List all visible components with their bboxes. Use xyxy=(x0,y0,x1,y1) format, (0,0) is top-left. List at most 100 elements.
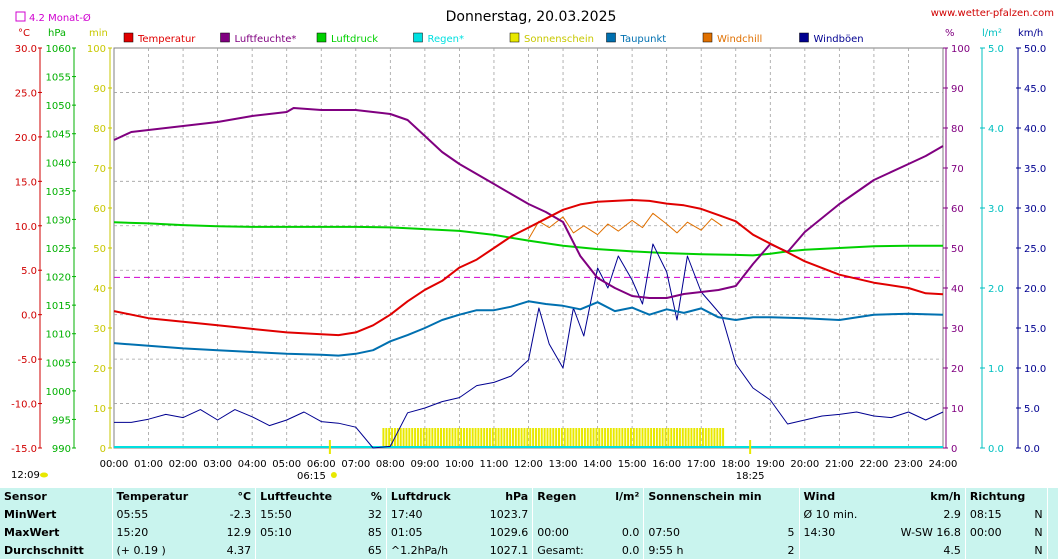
sunrise-sun-icon xyxy=(330,472,337,478)
cell-rain-value: 0.0 xyxy=(621,543,640,557)
press-tick-label: 1005 xyxy=(46,358,71,369)
press-tick-label: 1020 xyxy=(46,273,71,284)
cell-sun-time xyxy=(643,505,759,524)
stats-header-row: Sensor Temperatur °C Luftfeuchte % Luftd… xyxy=(0,488,1058,506)
sun-tick-label: 10 xyxy=(93,404,106,415)
sun-tick-label: 60 xyxy=(93,204,106,215)
press-tick-label: 1055 xyxy=(46,73,71,84)
wind-tick-label: 20.0 xyxy=(1024,284,1046,295)
legend-label: Luftdruck xyxy=(331,34,378,45)
cell-dir-value: N xyxy=(1034,525,1043,539)
legend-label: Windchill xyxy=(717,34,762,45)
row-label: MinWert xyxy=(4,508,57,522)
series-line xyxy=(113,300,944,357)
cell-sun-time: 07:50 xyxy=(643,523,759,542)
time-tick-label: 02:00 xyxy=(169,459,198,470)
hum-tick-label: 50 xyxy=(951,244,964,255)
cell-temp-value: 4.37 xyxy=(226,543,252,557)
cell-temp-time: 05:55 xyxy=(111,505,214,524)
wind-tick-label: 40.0 xyxy=(1024,124,1046,135)
temp-tick-label: 0.0 xyxy=(21,311,37,322)
rain-tick-label: 1.0 xyxy=(988,364,1004,375)
site-link[interactable]: www.wetter-pfalzen.com xyxy=(931,8,1054,19)
temp-tick-label: -15.0 xyxy=(11,444,37,455)
rain-tick-label: 5.0 xyxy=(988,44,1004,55)
press-tick-label: 1035 xyxy=(46,187,71,198)
hd-rain-unit: l/m² xyxy=(615,490,640,504)
hd-press-unit: hPa xyxy=(505,490,529,504)
chart-title: Donnerstag, 20.03.2025 xyxy=(446,9,617,25)
time-tick-label: 07:00 xyxy=(341,459,370,470)
legend-label: Sonnenschein xyxy=(524,34,594,45)
cell-press-value: 1029.6 xyxy=(489,525,529,539)
rain-tick-label: 4.0 xyxy=(988,124,1004,135)
series-line xyxy=(113,199,944,337)
legend-swatch xyxy=(606,32,616,43)
cell-sun-value: 2 xyxy=(787,543,795,557)
legend-swatch xyxy=(702,32,713,43)
hum-tick-label: 80 xyxy=(951,124,964,135)
time-tick-label: 00:00 xyxy=(100,459,129,470)
sunrise-label: 06:15 xyxy=(297,471,326,482)
time-tick-label: 22:00 xyxy=(860,459,889,470)
wind-tick-label: 30.0 xyxy=(1024,204,1046,215)
hd-hum: Luftfeuchte xyxy=(255,488,358,506)
cell-dir-time: 00:00 xyxy=(964,523,1024,542)
temp-unit-label: °C xyxy=(18,28,30,39)
cell-hum-time: 15:50 xyxy=(255,505,358,524)
time-tick-label: 03:00 xyxy=(203,459,232,470)
press-tick-label: 1025 xyxy=(46,244,71,255)
stats-row-avg: Durchschnitt (+ 0.19 ) 4.37 65 ^1.2hPa/h… xyxy=(0,541,1058,559)
cell-hum-value: 32 xyxy=(367,508,382,522)
press-tick-label: 1010 xyxy=(46,330,71,341)
cell-spacer xyxy=(1046,505,1058,524)
time-tick-label: 23:00 xyxy=(894,459,923,470)
cell-rain-time: Gesamt: xyxy=(532,541,603,559)
sun-tick-label: 70 xyxy=(93,164,106,175)
time-tick-label: 05:00 xyxy=(272,459,301,470)
cell-spacer xyxy=(1046,541,1058,559)
hd-temp: Temperatur xyxy=(111,488,214,506)
sun-tick-label: 100 xyxy=(87,44,106,55)
time-tick-label: 20:00 xyxy=(790,459,819,470)
legend-swatch xyxy=(509,32,520,43)
pct-unit-label: % xyxy=(945,28,955,39)
time-tick-label: 21:00 xyxy=(825,459,854,470)
cell-dir-value: N xyxy=(1034,508,1043,522)
hum-tick-label: 100 xyxy=(951,44,970,55)
press-tick-label: 1060 xyxy=(46,44,71,55)
cell-temp-value: 12.9 xyxy=(226,525,252,539)
sun-tick-label: 30 xyxy=(93,324,106,335)
chart-grid xyxy=(113,47,944,449)
cell-temp-time: 15:20 xyxy=(111,523,214,542)
time-tick-label: 09:00 xyxy=(410,459,439,470)
cell-hum-value: 65 xyxy=(367,543,382,557)
temp-tick-label: 5.0 xyxy=(21,266,37,277)
monthly-avg-label: 4.2 Monat-Ø xyxy=(29,12,91,24)
press-tick-label: 990 xyxy=(52,444,71,455)
cell-press-value: 1023.7 xyxy=(489,508,529,522)
hum-tick-label: 60 xyxy=(951,204,964,215)
temp-tick-label: 30.0 xyxy=(15,44,37,55)
temp-tick-label: -10.0 xyxy=(11,400,37,411)
press-tick-label: 1015 xyxy=(46,301,71,312)
hd-press: Luftdruck xyxy=(385,488,474,506)
time-tick-label: 19:00 xyxy=(756,459,785,470)
wind-tick-label: 10.0 xyxy=(1024,364,1046,375)
sun-tick-label: 20 xyxy=(93,364,106,375)
sun-tick-label: 50 xyxy=(93,244,106,255)
stats-table: Sensor Temperatur °C Luftfeuchte % Luftd… xyxy=(0,488,1058,559)
hum-tick-label: 30 xyxy=(951,324,964,335)
wind-tick-label: 45.0 xyxy=(1024,84,1046,95)
hd-spacer xyxy=(1046,488,1058,506)
time-tick-label: 16:00 xyxy=(652,459,681,470)
moon-icon xyxy=(40,472,48,478)
cell-dir-value: N xyxy=(1034,543,1043,557)
legend-swatch xyxy=(799,32,809,43)
time-tick-label: 06:00 xyxy=(307,459,336,470)
series-line xyxy=(528,212,723,240)
cell-wind-time: Ø 10 min. xyxy=(798,505,879,524)
hum-tick-label: 10 xyxy=(951,404,964,415)
hd-wind-unit: km/h xyxy=(930,490,961,504)
press-tick-label: 1040 xyxy=(46,158,71,169)
